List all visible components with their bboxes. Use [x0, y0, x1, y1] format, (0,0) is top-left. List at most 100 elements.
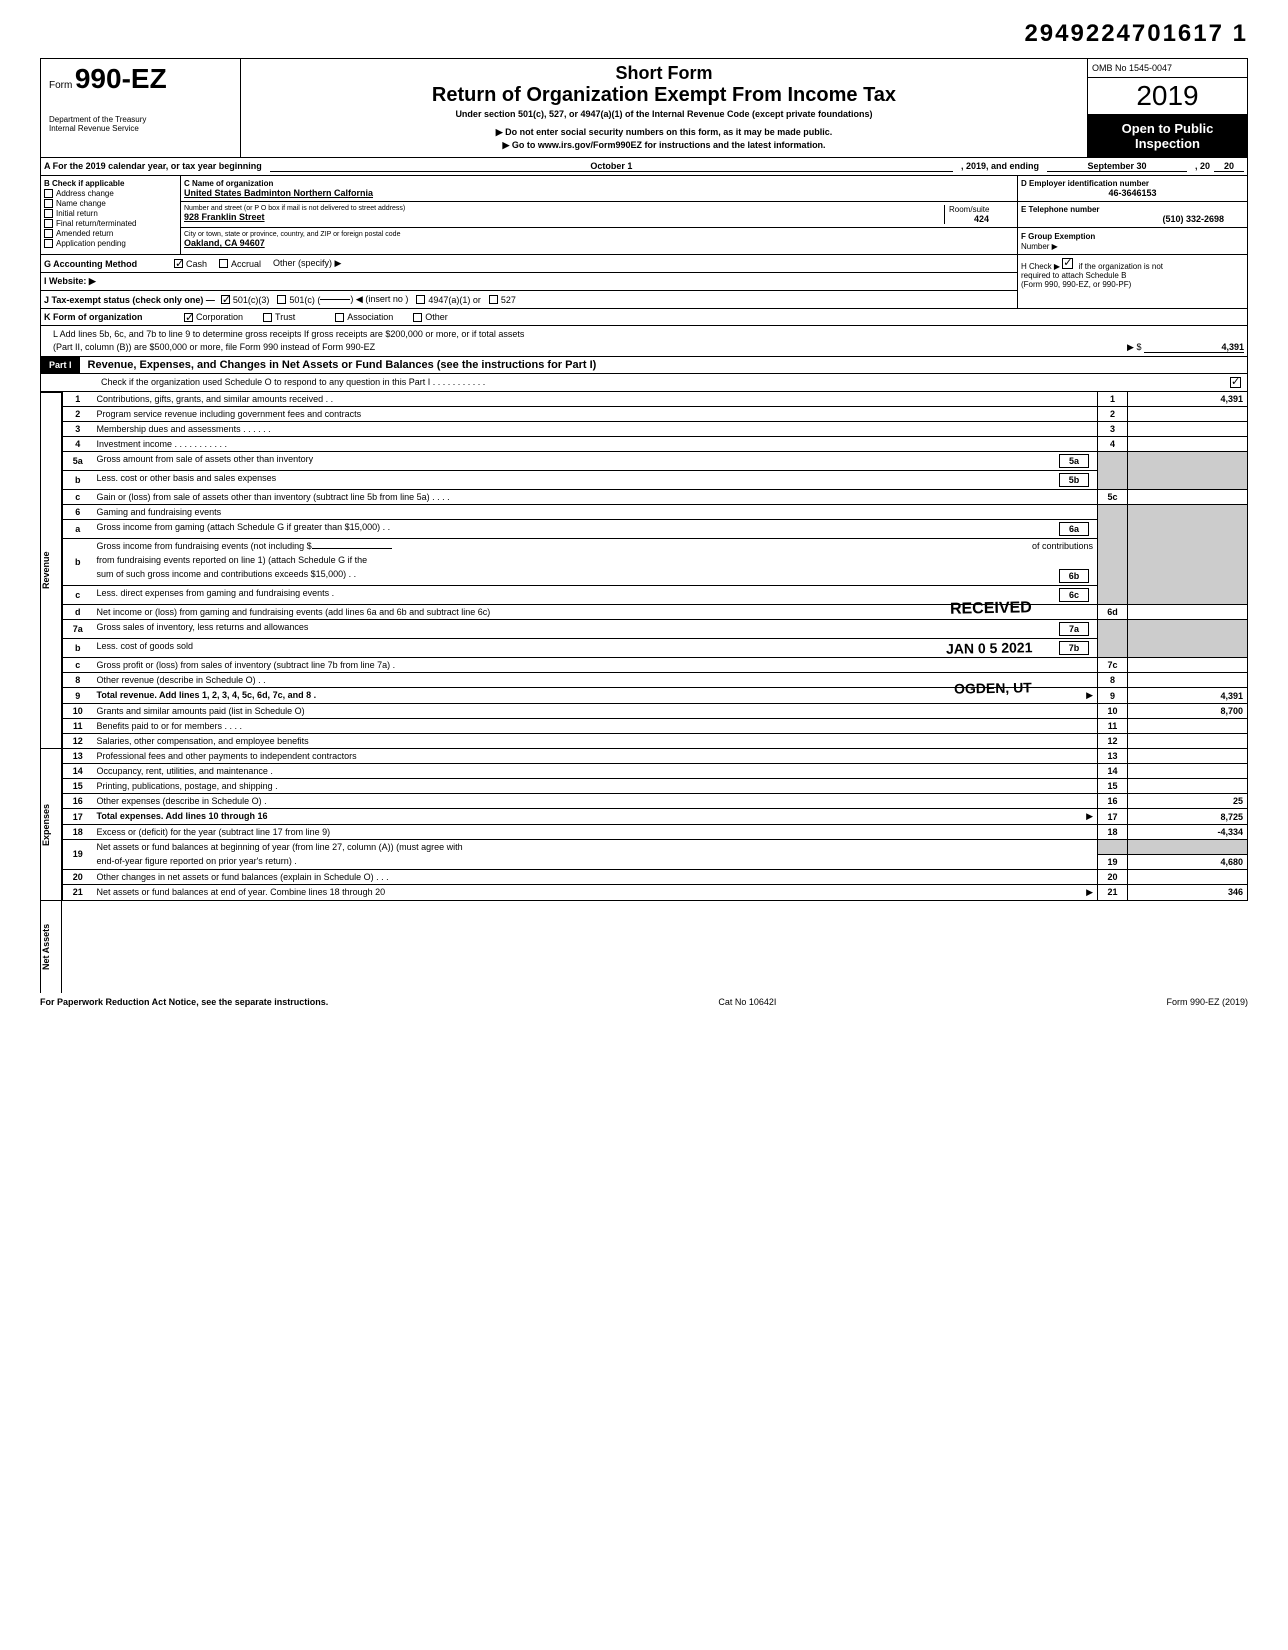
av-11[interactable]	[1128, 719, 1248, 734]
header-center: Short Form Return of Organization Exempt…	[241, 59, 1087, 157]
av-1[interactable]: 4,391	[1128, 392, 1248, 407]
period-begin[interactable]: October 1	[270, 161, 953, 172]
cb-501c3[interactable]	[221, 295, 230, 304]
ib-5a: 5a	[1059, 454, 1089, 468]
part-1-label: Part I	[41, 357, 80, 373]
shaded-6v	[1128, 505, 1248, 605]
g-other: Other (specify) ▶	[273, 258, 341, 269]
av-8[interactable]	[1128, 673, 1248, 688]
cb-pending[interactable]: Application pending	[44, 239, 177, 248]
org-name[interactable]: United States Badminton Northern Calforn…	[184, 188, 1014, 198]
ld-6a: Gross income from gaming (attach Schedul…	[93, 520, 1098, 539]
av-5c[interactable]	[1128, 490, 1248, 505]
shaded-6	[1098, 505, 1128, 605]
av-7c[interactable]	[1128, 658, 1248, 673]
ld-6: Gaming and fundraising events	[93, 505, 1098, 520]
header-right: OMB No 1545-0047 2019 Open to Public Ins…	[1087, 59, 1247, 157]
room-suite[interactable]: 424	[949, 214, 1014, 224]
cb-corp[interactable]	[184, 313, 193, 322]
ld-2: Program service revenue including govern…	[93, 407, 1098, 422]
ld-6b-t2: of contributions	[1032, 541, 1093, 551]
ld-6c-t: Less. direct expenses from gaming and fu…	[97, 588, 335, 598]
ln-6b: b	[63, 539, 93, 586]
part-1-header: Part I Revenue, Expenses, and Changes in…	[40, 357, 1248, 374]
ln-6: 6	[63, 505, 93, 520]
an-4: 4	[1098, 437, 1128, 452]
av-18[interactable]: -4,334	[1128, 825, 1248, 840]
av-10[interactable]: 8,700	[1128, 704, 1248, 719]
cb-initial-return[interactable]: Initial return	[44, 209, 177, 218]
av-9[interactable]: 4,391	[1128, 688, 1248, 704]
cb-schedule-o[interactable]	[1230, 377, 1241, 388]
l-value[interactable]: 4,391	[1144, 342, 1244, 353]
ld-18: Excess or (deficit) for the year (subtra…	[93, 825, 1098, 840]
ln-18: 18	[63, 825, 93, 840]
cb-527[interactable]	[489, 295, 498, 304]
av-2[interactable]	[1128, 407, 1248, 422]
av-16[interactable]: 25	[1128, 794, 1248, 809]
an-14: 14	[1098, 764, 1128, 779]
phone[interactable]: (510) 332-2698	[1021, 214, 1244, 224]
row-j: J Tax-exempt status (check only one) — 5…	[40, 291, 1018, 309]
ld-1: Contributions, gifts, grants, and simila…	[93, 392, 1098, 407]
cb-trust[interactable]	[263, 313, 272, 322]
cb-final-return[interactable]: Final return/terminated	[44, 219, 177, 228]
footer: For Paperwork Reduction Act Notice, see …	[40, 993, 1248, 1011]
cb-4947[interactable]	[416, 295, 425, 304]
period-year[interactable]: 20	[1214, 161, 1244, 172]
cb-accrual[interactable]	[219, 259, 228, 268]
cb-cash[interactable]	[174, 259, 183, 268]
ln-16: 16	[63, 794, 93, 809]
cb-amended[interactable]: Amended return	[44, 229, 177, 238]
ld-17-t: Total expenses. Add lines 10 through 16	[97, 811, 268, 821]
j-insert: ) ◀ (insert no )	[350, 294, 408, 305]
ln-1: 1	[63, 392, 93, 407]
av-12[interactable]	[1128, 734, 1248, 749]
av-13[interactable]	[1128, 749, 1248, 764]
av-14[interactable]	[1128, 764, 1248, 779]
footer-mid: Cat No 10642I	[718, 997, 776, 1007]
ein[interactable]: 46-3646153	[1021, 188, 1244, 198]
j-501c3: 501(c)(3)	[233, 295, 270, 305]
k-trust: Trust	[275, 312, 295, 322]
ln-2: 2	[63, 407, 93, 422]
open-line-1: Open to Public	[1094, 121, 1241, 136]
cb-501c[interactable]	[277, 295, 286, 304]
section-bcd: B Check if applicable Address change Nam…	[40, 176, 1248, 255]
ln-11: 11	[63, 719, 93, 734]
form-header: Form 990-EZ Department of the Treasury I…	[40, 58, 1248, 158]
ld-6b-1: Gross income from fundraising events (no…	[93, 539, 1098, 554]
av-19[interactable]: 4,680	[1128, 854, 1248, 869]
an-11: 11	[1098, 719, 1128, 734]
ln-14: 14	[63, 764, 93, 779]
ld-6b-2: from fundraising events reported on line…	[93, 553, 1098, 567]
av-21[interactable]: 346	[1128, 884, 1248, 900]
ld-12: Salaries, other compensation, and employ…	[93, 734, 1098, 749]
org-city[interactable]: Oakland, CA 94607	[184, 238, 1014, 248]
av-17[interactable]: 8,725	[1128, 809, 1248, 825]
av-15[interactable]	[1128, 779, 1248, 794]
period-end[interactable]: September 30	[1047, 161, 1187, 172]
ld-7a-t: Gross sales of inventory, less returns a…	[97, 622, 309, 632]
cb-name-change[interactable]: Name change	[44, 199, 177, 208]
av-20[interactable]	[1128, 869, 1248, 884]
cb-other[interactable]	[413, 313, 422, 322]
av-6d[interactable]	[1128, 605, 1248, 620]
ld-20: Other changes in net assets or fund bala…	[93, 869, 1098, 884]
org-street[interactable]: 928 Franklin Street	[184, 212, 944, 222]
ld-6b-t1: Gross income from fundraising events (no…	[97, 541, 312, 551]
cb-assoc[interactable]	[335, 313, 344, 322]
an-12: 12	[1098, 734, 1128, 749]
left-strip: Revenue Expenses Net Assets	[40, 392, 62, 993]
c-city-label: City or town, state or province, country…	[184, 231, 1014, 238]
cb-label: Application pending	[56, 239, 126, 248]
cb-schedule-b[interactable]	[1062, 258, 1073, 269]
ln-7b: b	[63, 639, 93, 658]
ln-20: 20	[63, 869, 93, 884]
av-4[interactable]	[1128, 437, 1248, 452]
i-label: I Website: ▶	[44, 276, 96, 287]
cb-address-change[interactable]: Address change	[44, 189, 177, 198]
an-21: 21	[1098, 884, 1128, 900]
d-label: D Employer identification number	[1021, 179, 1244, 188]
av-3[interactable]	[1128, 422, 1248, 437]
